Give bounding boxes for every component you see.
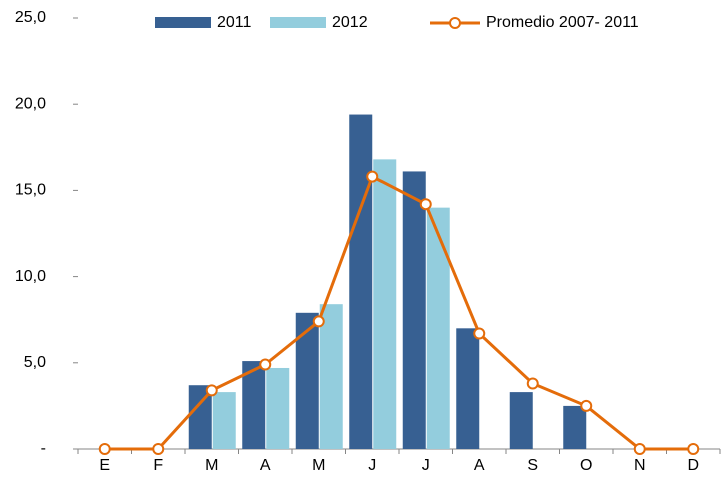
x-tick-label: A — [474, 457, 485, 474]
line-marker — [580, 399, 593, 412]
x-tick-label: S — [527, 457, 538, 474]
line-marker — [98, 443, 111, 455]
y-tick-label: 20,0 — [15, 95, 46, 112]
x-tick-label: A — [260, 457, 271, 474]
bar — [212, 392, 236, 449]
y-tick-label: 10,0 — [15, 268, 46, 285]
x-tick-label: F — [153, 457, 163, 474]
bar — [266, 367, 290, 449]
legend-swatch — [270, 17, 326, 28]
line-marker — [526, 377, 539, 390]
line-marker — [366, 170, 379, 183]
line-marker — [312, 315, 325, 328]
x-tick-label: N — [634, 457, 646, 474]
bar — [402, 171, 426, 449]
legend-label: Promedio 2007- 2011 — [486, 14, 639, 31]
bar — [373, 159, 397, 450]
y-tick-label: 15,0 — [15, 182, 46, 199]
bar — [295, 312, 319, 449]
bar — [242, 361, 266, 449]
bar — [188, 385, 212, 449]
y-tick-label: 25,0 — [15, 9, 46, 26]
x-tick-label: M — [205, 457, 218, 474]
line-marker — [152, 443, 165, 455]
x-tick-label: J — [422, 457, 430, 474]
y-tick-label: 5,0 — [24, 354, 46, 371]
legend-marker — [449, 17, 461, 29]
line-marker — [687, 443, 700, 455]
y-tick-label: - — [41, 440, 46, 457]
line-marker — [473, 327, 486, 340]
x-tick-label: E — [99, 457, 110, 474]
x-tick-label: J — [368, 457, 376, 474]
line-marker — [205, 384, 218, 397]
legend-label: 2011 — [217, 14, 252, 31]
bar — [563, 405, 587, 449]
bar — [456, 328, 480, 449]
legend-swatch — [155, 17, 211, 28]
x-tick-label: O — [580, 457, 592, 474]
line-marker — [259, 358, 272, 371]
x-tick-label: M — [312, 457, 325, 474]
bar — [349, 114, 373, 449]
line-marker — [419, 198, 432, 211]
line — [104, 174, 694, 451]
legend-label: 2012 — [332, 14, 368, 31]
bar — [319, 304, 343, 449]
bar — [509, 392, 533, 449]
x-tick-label: D — [687, 457, 699, 474]
bar — [426, 207, 450, 449]
line-marker — [633, 443, 646, 455]
